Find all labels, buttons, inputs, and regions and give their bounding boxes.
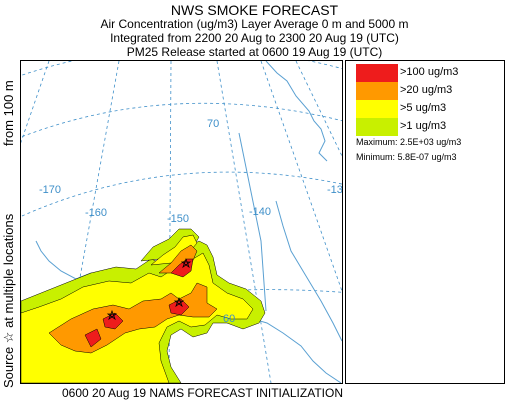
- page-title: NWS SMOKE FORECAST: [170, 2, 339, 18]
- legend-item: >20 ug/m3: [356, 82, 496, 100]
- map-panel[interactable]: -170 -160 -150 -140 -130 70 60: [20, 60, 343, 384]
- legend-swatch-over-5: [356, 100, 398, 118]
- forecast-init-footer: 0600 20 Aug 19 NAMS FORECAST INITIALIZAT…: [62, 386, 343, 400]
- lon-label-130: -130: [327, 184, 342, 196]
- lon-label-170: -170: [39, 184, 61, 196]
- contour-over-100-center: [168, 298, 190, 316]
- lat-label-70: 70: [207, 118, 219, 130]
- north-coast: [265, 61, 328, 162]
- latitude-line-70: [21, 102, 342, 138]
- legend-item: >100 ug/m3: [356, 64, 496, 82]
- release-subtitle: PM25 Release started at 0600 19 Aug 19 (…: [126, 45, 383, 59]
- legend-item: >5 ug/m3: [356, 100, 496, 118]
- latitude-line-75: [21, 61, 342, 76]
- lon-label-140: -140: [249, 206, 271, 218]
- lat-label-60: 60: [223, 313, 235, 325]
- source-marker: [180, 257, 192, 269]
- legend-label-over-100: >100 ug/m3: [400, 66, 459, 78]
- legend-swatch-over-100: [356, 64, 398, 82]
- legend-item: >1 ug/m3: [356, 118, 496, 136]
- source-marker: [173, 296, 185, 308]
- graticule-labels: -170 -160 -150 -140 -130 70 60: [39, 118, 342, 325]
- longitude-line-135: [260, 61, 342, 292]
- legend-swatch-over-1: [356, 118, 398, 136]
- source-markers: [106, 257, 192, 321]
- latitude-line-65: [21, 171, 342, 217]
- smoke-contours: [21, 228, 266, 383]
- longitude-line-125: [295, 61, 342, 157]
- release-height-side-label: from 100 m: [1, 80, 16, 146]
- legend-panel: >100 ug/m3 >20 ug/m3 >5 ug/m3 >1 ug/m3 M…: [345, 60, 505, 384]
- legend-label-over-20: >20 ug/m3: [400, 84, 453, 96]
- lon-label-150: -150: [167, 213, 189, 225]
- longitude-line-145: [216, 61, 272, 383]
- contour-over-100-southwest: [84, 328, 102, 348]
- canada-border: [238, 132, 267, 312]
- longitude-line-175: [21, 61, 50, 144]
- legend-label-over-5: >5 ug/m3: [400, 102, 447, 114]
- legend-label-over-1: >1 ug/m3: [400, 120, 447, 132]
- source-marker: [106, 309, 118, 321]
- minimum-value: Minimum: 5.8E-07 ug/m3: [356, 152, 457, 162]
- concentration-subtitle: Air Concentration (ug/m3) Layer Average …: [100, 17, 409, 31]
- lon-label-160: -160: [85, 207, 107, 219]
- source-side-label: Source ☆ at multiple locations: [1, 213, 16, 388]
- legend-swatch-over-20: [356, 82, 398, 100]
- smoke-map[interactable]: -170 -160 -150 -140 -130 70 60: [21, 61, 342, 383]
- panhandle-coast: [275, 200, 342, 342]
- latitude-lines: [21, 61, 342, 321]
- maximum-value: Maximum: 2.5E+03 ug/m3: [356, 137, 462, 147]
- integration-subtitle: Integrated from 2200 20 Aug to 2300 20 A…: [110, 31, 399, 45]
